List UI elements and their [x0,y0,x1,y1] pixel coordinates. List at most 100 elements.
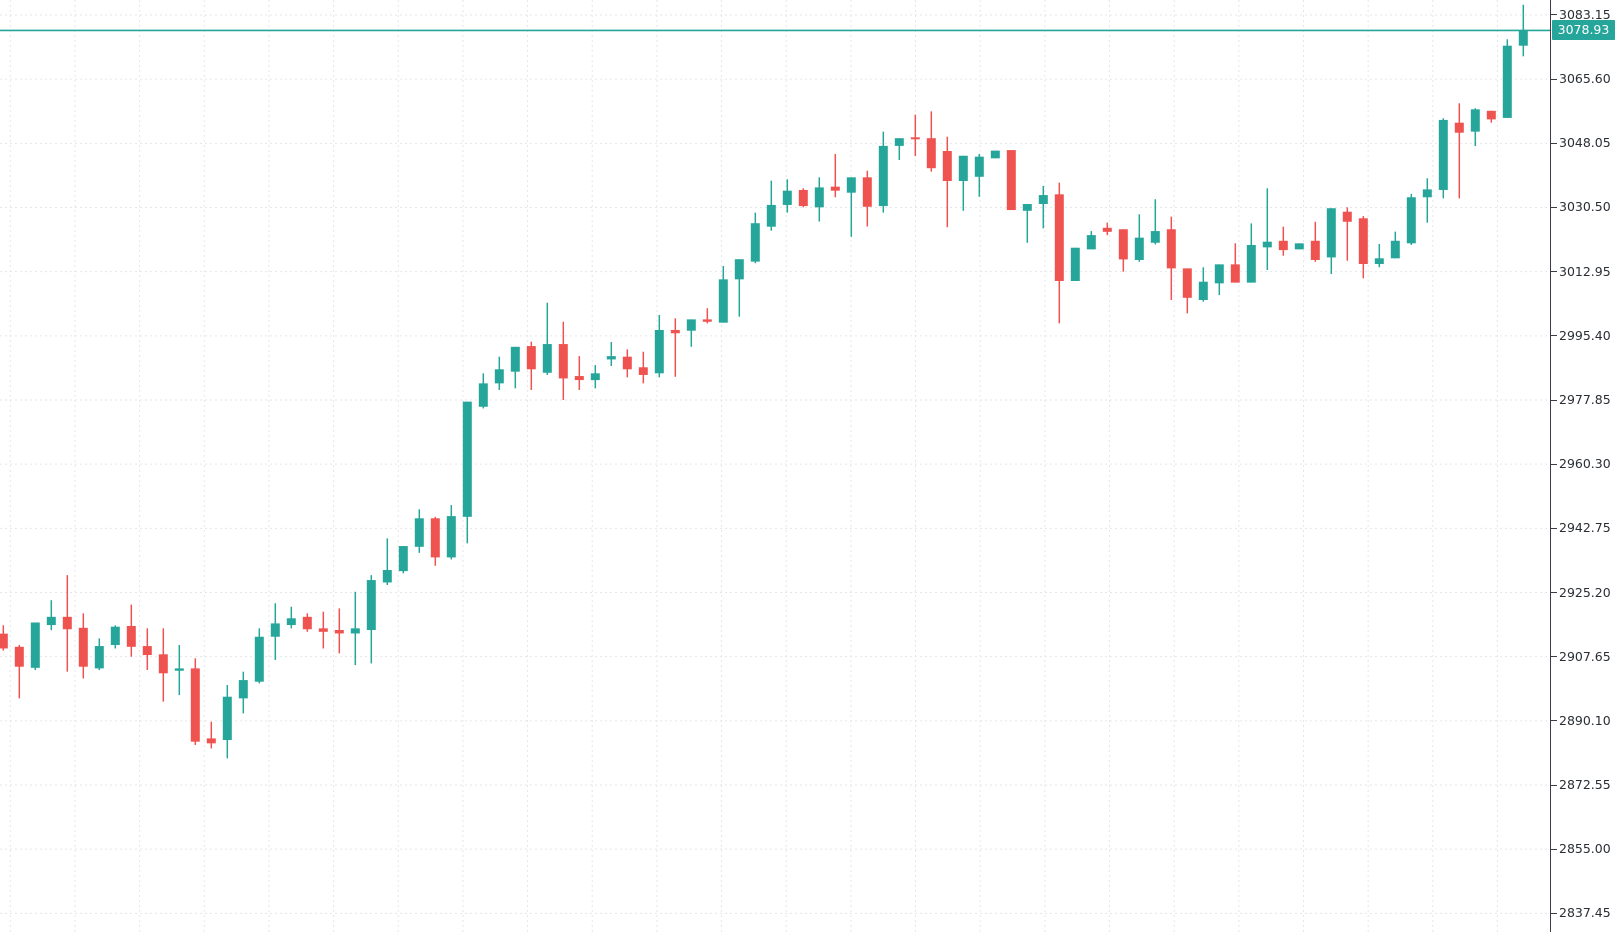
axis-tick-mark [1551,142,1557,144]
candle-body [1486,110,1496,120]
candle-body [910,137,920,140]
candle-body [1406,197,1416,244]
axis-tick-label: 2942.75 [1559,520,1611,536]
candle [878,131,888,213]
candle-body [1454,122,1464,133]
candle-body [270,623,280,637]
candle-body [1422,189,1432,198]
price-axis[interactable]: 3078.93 3083.15 3065.60 3048.05 3030.50 3012… [1550,0,1621,932]
candle-body [1502,45,1512,118]
axis-tick-label: 2855.00 [1559,841,1611,857]
candle-body [30,622,40,668]
axis-tick-mark [1551,463,1557,465]
candle-body [126,625,136,647]
candle-body [1102,227,1112,232]
candle [110,625,120,649]
candle-body [830,186,840,191]
candle [542,302,552,375]
candle [734,259,744,317]
candle [814,177,824,222]
candle [1070,247,1080,281]
candle-body [1038,195,1048,205]
candle-body [702,319,712,322]
candle-body [862,177,872,207]
candle [1326,208,1336,275]
candle [494,356,504,390]
candle [798,188,808,208]
axis-tick-label: 2925.20 [1559,584,1611,600]
axis-tick-mark [1551,720,1557,722]
candle [174,644,184,696]
candle [1294,243,1304,250]
candle [718,265,728,323]
candle-body [670,329,680,334]
candle [1134,214,1144,262]
candle-body [1262,241,1272,248]
candle-body [286,618,296,626]
candle-body [654,329,664,374]
axis-tick-mark [1551,14,1557,16]
candle-body [414,518,424,547]
candle-body [14,646,24,667]
candle-body [558,344,568,379]
candle [1438,118,1448,199]
candle-body [1086,235,1096,250]
candle [366,575,376,664]
candle-body [446,516,456,558]
axis-tick-mark [1551,78,1557,80]
candle [1118,229,1128,272]
candle [1470,108,1480,147]
candle-body [926,138,936,169]
candle-body [1326,208,1336,258]
candle-body [206,738,216,744]
candle [1150,199,1160,245]
candle-body [238,680,248,699]
candle-body [142,646,152,656]
candle-body [574,376,584,381]
axis-tick-mark [1551,527,1557,529]
candle-body [1470,109,1480,132]
axis-tick-mark [1551,335,1557,337]
candle-body [1166,229,1176,269]
candle-body [1294,243,1304,250]
current-price-label: 3078.93 [1557,22,1610,38]
candle [1374,244,1384,268]
candle [1422,178,1432,223]
candle-body [782,190,792,205]
candle-body [1054,194,1064,281]
candle [62,575,72,672]
axis-tick-label: 3065.60 [1559,71,1611,87]
candle [254,628,264,684]
candle [1038,185,1048,229]
candle-body [430,518,440,558]
candle [990,150,1000,159]
candle-body [1342,211,1352,222]
candle [1182,268,1192,314]
axis-tick-label: 2995.40 [1559,327,1611,343]
candle [1310,221,1320,262]
candle-body [254,636,264,682]
candle-body [78,627,88,667]
candle [670,318,680,377]
candle-body [366,580,376,630]
axis-tick-label: 2872.55 [1559,777,1611,792]
candle-body [878,145,888,207]
candle [638,351,648,384]
candle-body [1390,240,1400,259]
candle-body [990,150,1000,159]
candle-body [1246,244,1256,283]
candle [750,212,760,264]
candle-body [158,654,168,674]
candle [350,591,360,666]
candle [1102,222,1112,236]
chart-plot-area[interactable] [0,0,1550,932]
candle [766,180,776,231]
candle [1262,188,1272,271]
candle-body [1022,204,1032,211]
candle [606,342,616,366]
candle [894,138,904,160]
candle-body [766,204,776,227]
candle [1358,216,1368,279]
candle [126,604,136,657]
candle-body [462,401,472,517]
